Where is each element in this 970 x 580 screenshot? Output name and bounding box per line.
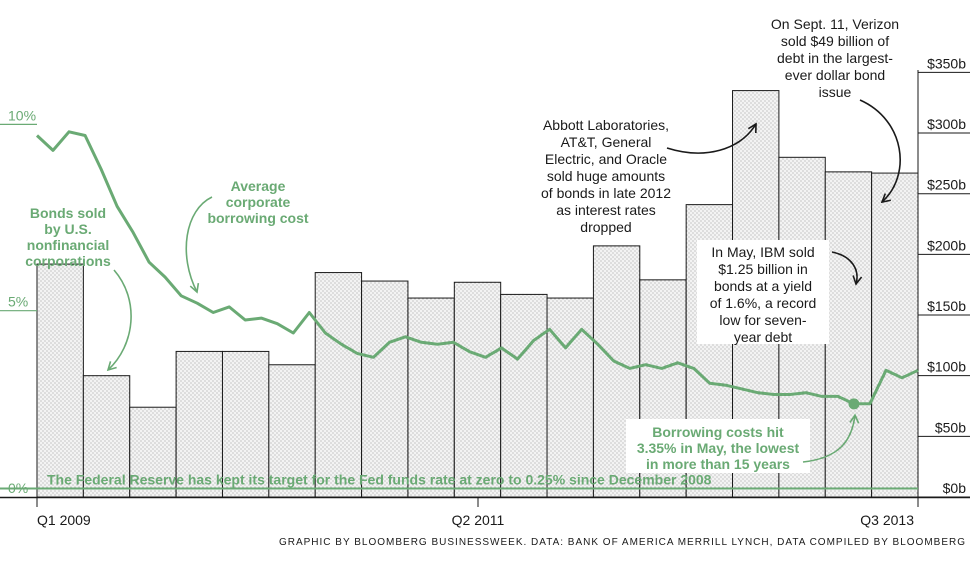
verizon-arrow	[859, 99, 901, 203]
left-tick-label-1: 5%	[8, 294, 28, 310]
ibm-note-line-0: In May, IBM sold	[711, 244, 814, 260]
borrowing-cost-arrow	[185, 196, 213, 293]
ibm-note-line-2: bonds at a yield	[714, 278, 812, 294]
bar-7	[361, 280, 409, 498]
bonds-sold-arrow-head	[106, 361, 117, 372]
abbott-note-line-4: of bonds in late 2012	[541, 185, 671, 201]
verizon-note-line-3: ever dollar bond	[785, 67, 885, 83]
verizon-note-line-4: issue	[819, 84, 852, 100]
abbott-note-line-5: as interest rates	[556, 202, 656, 218]
low-arrow	[802, 414, 856, 463]
ibm-note-line-1: $1.25 billion in	[718, 261, 808, 277]
borrowing-cost-arrow-head	[189, 282, 200, 294]
abbott-arrow	[666, 123, 757, 154]
ibm-note-line-5: year debt	[734, 329, 792, 345]
abbott-note-line-2: Electric, and Oracle	[545, 151, 667, 167]
borrowing-cost-note-line-1: corporate	[226, 194, 291, 210]
right-tick-label-1: $300b	[927, 116, 966, 132]
fed-funds-label: The Federal Reserve has kept its target …	[47, 472, 712, 488]
x-tick-label-1: Q2 2011	[452, 512, 505, 528]
bonds-sold-arrow	[107, 269, 132, 371]
abbott-note-line-3: sold huge amounts	[547, 168, 665, 184]
ibm-note-line-4: low for seven-	[719, 312, 806, 328]
low-note-bg	[626, 419, 810, 473]
verizon-note-line-1: sold $49 billion of	[781, 33, 889, 49]
right-tick-label-6: $50b	[935, 419, 966, 435]
right-tick-label-5: $100b	[927, 359, 966, 375]
bar-1	[82, 375, 131, 498]
ibm-note-line-3: of 1.6%, a record	[710, 295, 817, 311]
bar-8	[407, 297, 455, 498]
bar-6	[314, 272, 363, 498]
low-note-line-0: Borrowing costs hit	[652, 424, 784, 440]
ibm-arrow	[831, 251, 858, 285]
borrowing-cost-line	[35, 130, 919, 406]
low-point-dot	[848, 398, 860, 410]
abbott-note-line-1: AT&T, General	[561, 134, 652, 150]
ibm-note-bg	[697, 240, 829, 344]
left-tick-label-0: 10%	[8, 107, 36, 123]
abbott-note-line-6: dropped	[580, 219, 631, 235]
bar-10	[500, 293, 548, 498]
right-tick-label-2: $250b	[927, 177, 966, 193]
bonds-sold-note-line-0: Bonds sold	[30, 205, 106, 221]
borrowing-cost-note-line-2: borrowing cost	[207, 210, 308, 226]
x-tick-label-0: Q1 2009	[37, 512, 91, 528]
ibm-arrow-head	[852, 275, 863, 286]
bar-3	[175, 350, 223, 498]
right-tick-label-7: $0b	[943, 480, 967, 496]
right-tick-label-0: $350b	[927, 55, 966, 71]
low-note-line-2: in more than 15 years	[646, 456, 790, 472]
source-credit: GRAPHIC BY BLOOMBERG BUSINESSWEEK. DATA:…	[279, 537, 966, 548]
right-tick-label-4: $150b	[927, 298, 966, 314]
bonds-sold-note-line-3: corporations	[25, 253, 111, 269]
verizon-note-line-2: debt in the largest-	[777, 50, 893, 66]
bar-5	[268, 364, 316, 498]
bar-0	[36, 263, 84, 498]
x-tick-label-2: Q3 2013	[860, 512, 914, 528]
verizon-note-line-0: On Sept. 11, Verizon	[771, 16, 899, 32]
bar-9	[453, 281, 502, 498]
verizon-arrow-head	[880, 193, 891, 204]
lines-layer: The Federal Reserve has kept its target …	[0, 130, 919, 490]
low-arrow-head	[849, 413, 860, 424]
axes-layer: $350b $300b $250b $200b $150b $100b $50b $0b 10%…	[0, 55, 970, 528]
right-tick-label-3: $200b	[927, 237, 966, 253]
borrowing-cost-note-line-0: Average	[231, 178, 286, 194]
bar-2	[129, 406, 177, 498]
bonds-sold-note-line-1: by U.S.	[44, 221, 91, 237]
abbott-arrow-head	[747, 122, 757, 134]
abbott-note-line-0: Abbott Laboratories,	[543, 117, 669, 133]
bar-18	[871, 172, 919, 498]
bar-17	[824, 171, 873, 498]
bonds-sold-note-line-2: nonfinancial	[27, 237, 109, 253]
bar-11	[546, 297, 594, 498]
low-note-line-1: 3.35% in May, the lowest	[637, 440, 800, 456]
